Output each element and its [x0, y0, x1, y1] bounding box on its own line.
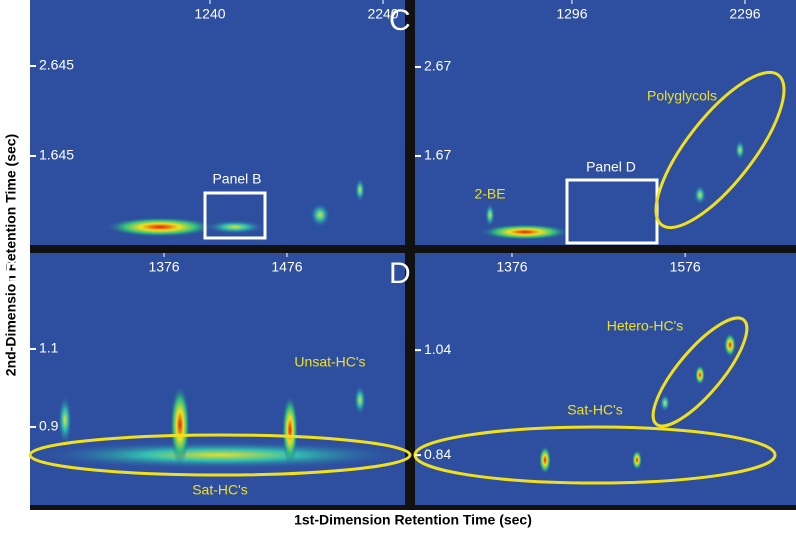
panel-letter: C	[389, 4, 411, 37]
panel-letter: B	[4, 257, 24, 290]
y-tick-label: 1.04	[424, 341, 451, 357]
y-tick-label: 1.67	[424, 147, 451, 163]
y-axis-title: 2nd-Dimension Retention Time (sec)	[3, 134, 19, 376]
y-tick-label: 2.645	[39, 57, 74, 73]
panel-letter: A	[4, 4, 24, 37]
y-tick-label: 1.1	[39, 340, 59, 356]
y-tick-label: 0.9	[39, 418, 59, 434]
panel-bg	[30, 0, 405, 245]
x-tick-label: 2296	[729, 6, 760, 22]
annotation: 2-BE	[474, 186, 505, 202]
annotation: Unsat-HC's	[294, 354, 365, 370]
panel-bg	[415, 253, 796, 505]
y-tick-label: 0.84	[424, 446, 451, 462]
x-tick-label: 1476	[271, 259, 302, 275]
panel-bg	[415, 0, 796, 245]
annotation: Polyglycols	[647, 88, 717, 104]
x-axis-title: 1st-Dimension Retention Time (sec)	[294, 512, 532, 528]
annotation: Panel D	[586, 159, 636, 175]
x-tick-label: 2240	[367, 6, 398, 22]
y-tick-label: 2.67	[424, 58, 451, 74]
signal	[30, 140, 745, 474]
annotation: Panel B	[212, 171, 261, 187]
x-tick-label: 1376	[148, 259, 179, 275]
margin	[0, 0, 30, 510]
annotation: Sat-HC's	[567, 402, 623, 418]
x-tick-label: 1240	[194, 6, 225, 22]
annotation: Hetero-HC's	[607, 318, 684, 334]
x-tick-label: 1376	[496, 259, 527, 275]
annotation: Sat-HC's	[192, 482, 248, 498]
x-tick-label: 1576	[670, 259, 701, 275]
x-tick-label: 1296	[556, 6, 587, 22]
y-tick-label: 1.645	[39, 147, 74, 163]
panel-letter: D	[389, 257, 411, 290]
